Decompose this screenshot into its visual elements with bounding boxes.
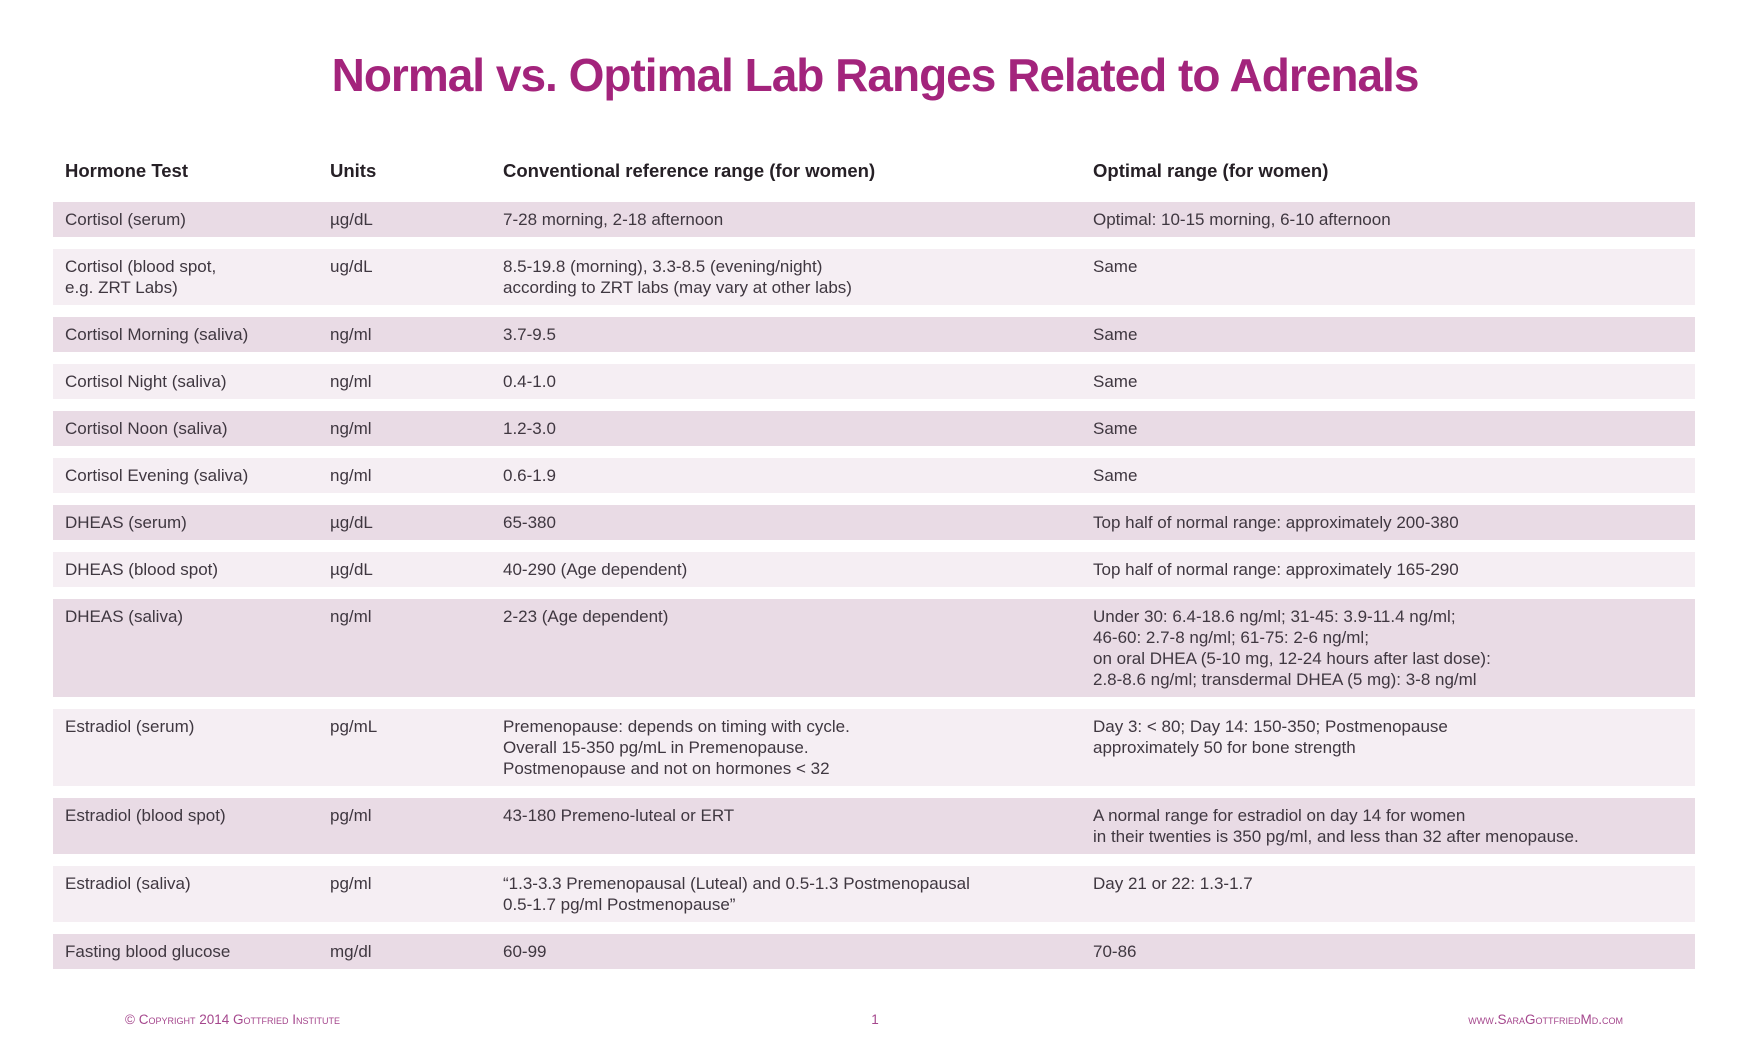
cell-conventional-range: “1.3-3.3 Premenopausal (Luteal) and 0.5-…	[503, 874, 970, 914]
cell-conventional-range: 0.4-1.0	[503, 372, 556, 391]
cell-hormone-test: DHEAS (saliva)	[65, 607, 184, 626]
cell-conventional-range: 8.5-19.8 (morning), 3.3-8.5 (evening/nig…	[503, 257, 852, 297]
cell-hormone-test: Cortisol Noon (saliva)	[65, 419, 228, 438]
footer-copyright: © Copyright 2014 Gottfried Institute	[125, 1012, 340, 1027]
table-row: Cortisol Night (saliva) ng/ml 0.4-1.0 Sa…	[53, 364, 1695, 399]
cell-conventional-range: 60-99	[503, 942, 547, 961]
table-row: Cortisol (serum) µg/dL 7-28 morning, 2-1…	[53, 202, 1695, 237]
cell-optimal-range: Optimal: 10-15 morning, 6-10 afternoon	[1093, 210, 1391, 229]
cell-optimal-range: Same	[1093, 257, 1138, 276]
cell-hormone-test: Cortisol Night (saliva)	[65, 372, 227, 391]
cell-conventional-range: 7-28 morning, 2-18 afternoon	[503, 210, 724, 229]
cell-conventional-range: 0.6-1.9	[503, 466, 556, 485]
cell-optimal-range: Same	[1093, 325, 1138, 344]
cell-units: pg/mL	[330, 717, 378, 736]
cell-optimal-range: A normal range for estradiol on day 14 f…	[1093, 806, 1579, 846]
cell-units: pg/ml	[330, 806, 372, 825]
table-row: Cortisol Noon (saliva) ng/ml 1.2-3.0 Sam…	[53, 411, 1695, 446]
table-row: DHEAS (serum) µg/dL 65-380 Top half of n…	[53, 505, 1695, 540]
cell-units: ng/ml	[330, 607, 372, 626]
cell-conventional-range: 65-380	[503, 513, 556, 532]
cell-hormone-test: Estradiol (blood spot)	[65, 806, 226, 825]
cell-hormone-test: Estradiol (serum)	[65, 717, 195, 736]
table-row: DHEAS (blood spot) µg/dL 40-290 (Age dep…	[53, 552, 1695, 587]
col-header-units: Units	[330, 160, 377, 181]
cell-hormone-test: Cortisol (blood spot, e.g. ZRT Labs)	[65, 257, 217, 297]
cell-optimal-range: Under 30: 6.4-18.6 ng/ml; 31-45: 3.9-11.…	[1093, 607, 1491, 689]
cell-units: ng/ml	[330, 466, 372, 485]
cell-units: mg/dl	[330, 942, 372, 961]
col-header-hormone-test: Hormone Test	[65, 160, 189, 181]
table-row: Estradiol (serum) pg/mL Premenopause: de…	[53, 709, 1695, 786]
cell-conventional-range: Premenopause: depends on timing with cyc…	[503, 717, 850, 778]
cell-optimal-range: Same	[1093, 419, 1138, 438]
footer-page-number: 1	[871, 1012, 879, 1027]
cell-units: µg/dL	[330, 560, 373, 579]
cell-hormone-test: DHEAS (serum)	[65, 513, 187, 532]
cell-hormone-test: Cortisol Evening (saliva)	[65, 466, 249, 485]
table-row: Cortisol (blood spot, e.g. ZRT Labs) ug/…	[53, 249, 1695, 305]
page-title: Normal vs. Optimal Lab Ranges Related to…	[331, 49, 1420, 101]
cell-units: ug/dL	[330, 257, 373, 276]
footer-website: www.SaraGottfriedMd.com	[1468, 1012, 1623, 1027]
cell-optimal-range: Same	[1093, 466, 1138, 485]
cell-optimal-range: Day 3: < 80; Day 14: 150-350; Postmenopa…	[1093, 717, 1448, 757]
cell-units: ng/ml	[330, 325, 372, 344]
cell-units: pg/ml	[330, 874, 372, 893]
cell-units: ng/ml	[330, 372, 372, 391]
cell-conventional-range: 2-23 (Age dependent)	[503, 607, 669, 626]
table-row: Fasting blood glucose mg/dl 60-99 70-86	[53, 934, 1695, 969]
table-row: Cortisol Evening (saliva) ng/ml 0.6-1.9 …	[53, 458, 1695, 493]
col-header-conventional-range: Conventional reference range (for women)	[503, 160, 876, 181]
table-row: Estradiol (saliva) pg/ml “1.3-3.3 Premen…	[53, 866, 1695, 922]
cell-hormone-test: Estradiol (saliva)	[65, 874, 191, 893]
cell-hormone-test: Cortisol (serum)	[65, 210, 186, 229]
table-row: Cortisol Morning (saliva) ng/ml 3.7-9.5 …	[53, 317, 1695, 352]
cell-hormone-test: Cortisol Morning (saliva)	[65, 325, 249, 344]
cell-conventional-range: 3.7-9.5	[503, 325, 556, 344]
table-header-row: Hormone Test Units Conventional referenc…	[53, 158, 1695, 184]
cell-optimal-range: Same	[1093, 372, 1138, 391]
cell-optimal-range: Top half of normal range: approximately …	[1093, 513, 1459, 532]
table-row: DHEAS (saliva) ng/ml 2-23 (Age dependent…	[53, 599, 1695, 697]
cell-optimal-range: Day 21 or 22: 1.3-1.7	[1093, 874, 1253, 893]
lab-ranges-table: Cortisol (serum) µg/dL 7-28 morning, 2-1…	[53, 202, 1695, 981]
cell-optimal-range: Top half of normal range: approximately …	[1093, 560, 1459, 579]
cell-conventional-range: 1.2-3.0	[503, 419, 556, 438]
cell-units: µg/dL	[330, 210, 373, 229]
cell-hormone-test: Fasting blood glucose	[65, 942, 231, 961]
cell-conventional-range: 40-290 (Age dependent)	[503, 560, 688, 579]
table-row: Estradiol (blood spot) pg/ml 43-180 Prem…	[53, 798, 1695, 854]
cell-units: ng/ml	[330, 419, 372, 438]
col-header-optimal-range: Optimal range (for women)	[1093, 160, 1329, 181]
page-footer: © Copyright 2014 Gottfried Institute 1 w…	[0, 1008, 1750, 1038]
cell-units: µg/dL	[330, 513, 373, 532]
cell-optimal-range: 70-86	[1093, 942, 1137, 961]
cell-conventional-range: 43-180 Premeno-luteal or ERT	[503, 806, 735, 825]
cell-hormone-test: DHEAS (blood spot)	[65, 560, 219, 579]
